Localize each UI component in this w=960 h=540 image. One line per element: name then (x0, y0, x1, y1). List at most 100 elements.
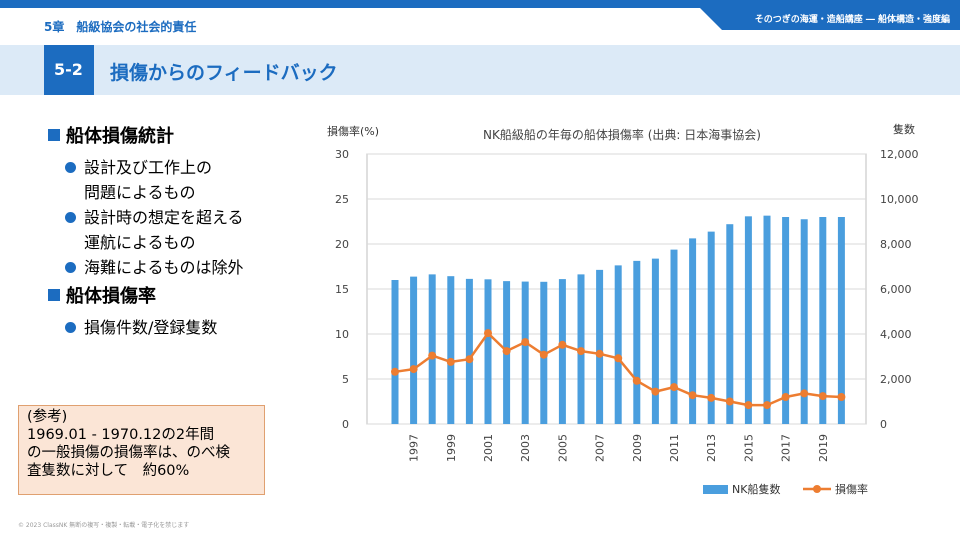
point-damage-rate (428, 351, 437, 360)
bar-ship-count (744, 216, 752, 424)
bar-ship-count (819, 217, 827, 424)
legend-line-marker (813, 485, 821, 493)
x-tick-label: 2005 (556, 434, 569, 462)
x-tick-label: 2013 (705, 434, 718, 462)
point-damage-rate (502, 347, 511, 356)
point-damage-rate (465, 355, 474, 364)
bar-ship-count (521, 281, 529, 424)
point-damage-rate (707, 393, 716, 402)
bar-ship-count (410, 276, 418, 424)
x-tick-label: 2003 (519, 434, 532, 462)
y-axis-left-label: 損傷率(%) (327, 124, 379, 138)
legend-bar-label: NK船隻数 (732, 482, 780, 496)
y-tick-right: 0 (880, 418, 887, 431)
legend-bar-swatch (703, 485, 728, 494)
y-tick-right: 6,000 (880, 283, 912, 296)
bullet-dot-icon (65, 262, 76, 273)
y-tick-left: 25 (335, 193, 349, 206)
section-number-badge: 5-2 (44, 45, 94, 95)
square-bullet-icon (48, 129, 60, 141)
point-damage-rate (763, 401, 771, 410)
bar-ship-count (651, 258, 659, 424)
y-tick-right: 4,000 (880, 328, 912, 341)
point-damage-rate (539, 350, 548, 359)
legend-line-label: 損傷率 (835, 482, 868, 496)
square-bullet-icon (48, 289, 60, 301)
chart-title: NK船級船の年毎の船体損傷率 (出典: 日本海事協会) (483, 127, 761, 142)
y-tick-left: 0 (342, 418, 349, 431)
x-tick-label: 1999 (445, 434, 458, 462)
series-banner: そのつぎの海運・造船講座 ― 船体構造・強度編 (700, 8, 960, 30)
x-tick-label: 2007 (594, 434, 607, 462)
point-damage-rate (818, 392, 827, 401)
top-accent-bar (0, 0, 960, 8)
bullet-dot-icon (65, 212, 76, 223)
bar-ship-count (447, 276, 455, 424)
y-tick-right: 12,000 (880, 148, 919, 161)
y-axis-right-label: 隻数 (893, 122, 915, 136)
bar-ship-count (689, 238, 697, 424)
x-tick-label: 2009 (631, 434, 644, 462)
bar-ship-count (428, 274, 436, 424)
point-damage-rate (484, 329, 492, 338)
point-damage-rate (725, 397, 734, 406)
point-damage-rate (837, 393, 846, 401)
point-damage-rate (781, 393, 790, 401)
point-damage-rate (577, 347, 585, 356)
point-damage-rate (632, 376, 641, 385)
y-tick-left: 5 (342, 373, 349, 386)
bar-ship-count (837, 217, 845, 424)
bar-ship-count (484, 279, 492, 424)
bullet-dot-icon (65, 322, 76, 333)
bar-ship-count (465, 278, 473, 424)
y-tick-left: 20 (335, 238, 349, 251)
bullet-item-operation: 設計時の想定を超える 運航によるもの (65, 205, 275, 255)
bar-ship-count (633, 260, 641, 424)
bar-ship-count (782, 217, 790, 424)
x-tick-label: 2011 (668, 434, 681, 462)
heading-hull-damage-stats: 船体損傷統計 (48, 122, 174, 148)
point-damage-rate (800, 389, 809, 398)
x-tick-label: 2017 (780, 434, 793, 462)
bar-ship-count (707, 231, 715, 424)
x-tick-label: 2019 (817, 434, 830, 462)
reference-note-box: (参考) 1969.01 - 1970.12の2年間 の一般損傷の損傷率は、のべ… (18, 405, 265, 495)
x-tick-label: 2001 (482, 434, 495, 462)
series-title: そのつぎの海運・造船講座 ― 船体構造・強度編 (754, 15, 950, 25)
point-damage-rate (391, 367, 399, 376)
y-tick-right: 2,000 (880, 373, 912, 386)
point-damage-rate (409, 365, 418, 374)
y-tick-left: 10 (335, 328, 349, 341)
bar-ship-count (596, 269, 604, 424)
heading-damage-rate: 船体損傷率 (48, 282, 156, 308)
bullet-item-excluded: 海難によるものは除外 (65, 255, 275, 280)
bar-ship-count (800, 219, 808, 424)
bar-ship-count (726, 224, 734, 424)
y-tick-right: 8,000 (880, 238, 912, 251)
bullet-dot-icon (65, 162, 76, 173)
bar-ship-count (763, 215, 771, 424)
bullet-item-rate-definition: 損傷件数/登録隻数 (65, 315, 275, 340)
y-tick-right: 10,000 (880, 193, 919, 206)
point-damage-rate (688, 391, 697, 400)
point-damage-rate (558, 340, 567, 349)
bar-ship-count (670, 249, 678, 424)
point-damage-rate (614, 354, 623, 363)
point-damage-rate (670, 383, 678, 392)
y-tick-left: 30 (335, 148, 349, 161)
section-number: 5-2 (54, 60, 83, 79)
point-damage-rate (651, 387, 660, 396)
x-tick-label: 1997 (408, 434, 421, 462)
bullet-item-design: 設計及び工作上の 問題によるもの (65, 155, 275, 205)
bar-ship-count (558, 279, 566, 424)
bar-ship-count (391, 280, 399, 424)
point-damage-rate (446, 357, 455, 366)
slide-title: 損傷からのフィードバック (110, 62, 338, 84)
point-damage-rate (744, 401, 753, 410)
title-bar (0, 45, 960, 95)
copyright-footer: © 2023 ClassNK 無断の複写・複製・転載・電子化を禁じます (18, 522, 190, 529)
chapter-label: 5章 船級協会の社会的責任 (44, 20, 197, 34)
x-tick-label: 2015 (742, 434, 755, 462)
y-tick-left: 15 (335, 283, 349, 296)
